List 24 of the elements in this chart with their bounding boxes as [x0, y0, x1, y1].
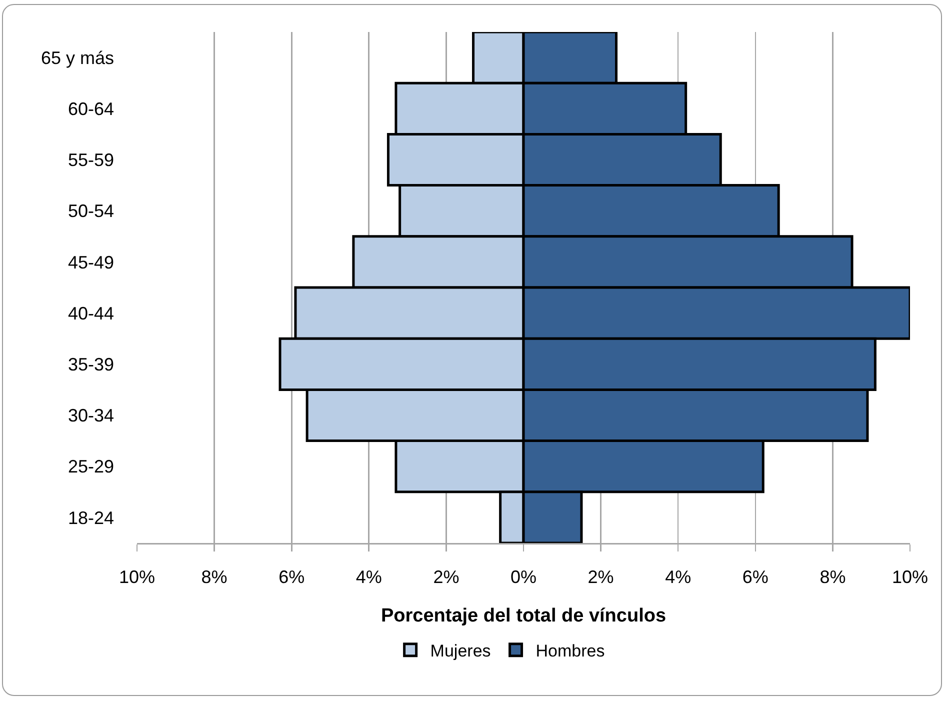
x-tick-label: 4% [665, 566, 692, 587]
legend-label: Hombres [536, 641, 605, 660]
y-tick-label: 30-34 [68, 406, 114, 426]
y-tick-label: 45-49 [68, 252, 114, 272]
x-tick-label: 2% [588, 566, 614, 587]
x-tick-label: 4% [356, 566, 382, 587]
x-axis-title: Porcentaje del total de vínculos [380, 606, 666, 627]
x-tick-label: 10% [118, 566, 156, 587]
x-tick-label: 0% [510, 566, 537, 587]
y-tick-label: 50-54 [68, 201, 114, 222]
y-tick-label: 60-64 [68, 98, 114, 119]
x-tick-label: 8% [201, 566, 228, 587]
x-tick-label: 8% [820, 566, 846, 587]
legend-label: Mujeres [430, 641, 491, 660]
x-tick-label: 6% [278, 566, 305, 587]
y-tick-label: 65 y más [40, 48, 114, 68]
x-tick-label: 2% [433, 566, 460, 587]
y-tick-label: 55-59 [68, 150, 114, 170]
y-tick-label: 18-24 [68, 508, 114, 528]
y-tick-label: 35-39 [68, 354, 114, 374]
x-tick-label: 10% [892, 566, 928, 587]
x-tick-label: 6% [742, 566, 768, 587]
y-tick-label: 25-29 [68, 456, 114, 477]
y-tick-label: 40-44 [68, 303, 114, 324]
